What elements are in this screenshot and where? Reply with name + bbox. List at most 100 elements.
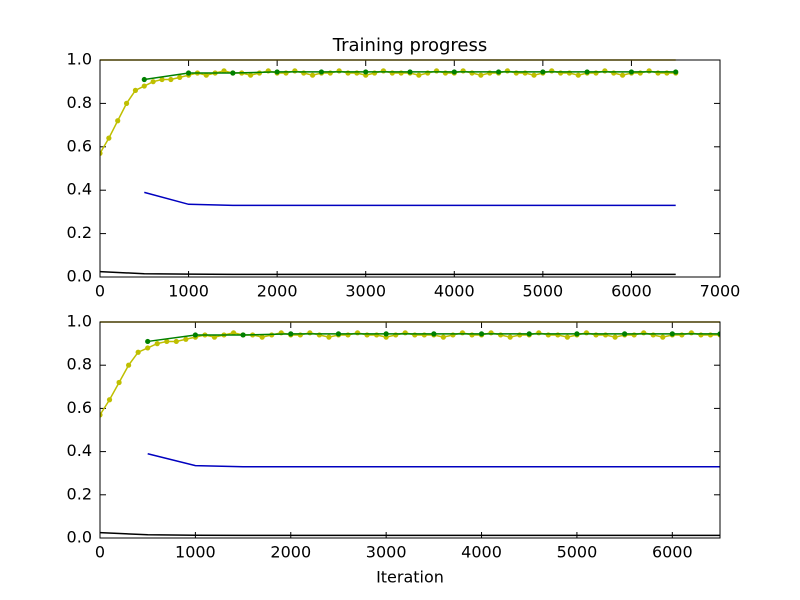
- point: [478, 72, 484, 78]
- point: [106, 397, 113, 403]
- point: [259, 334, 265, 340]
- x-tick-label: 3000: [345, 282, 386, 301]
- y-tick-label: 0.4: [67, 441, 92, 460]
- point: [145, 345, 151, 351]
- point: [584, 69, 590, 75]
- point: [240, 332, 246, 338]
- point: [126, 362, 132, 368]
- series-line: [147, 453, 720, 468]
- x-tick-label: 2000: [257, 282, 298, 301]
- y-tick-label: 0.2: [67, 223, 92, 242]
- point: [211, 334, 218, 340]
- x-tick-label: 3000: [366, 543, 407, 562]
- point: [717, 331, 720, 337]
- axes-frame: [99, 59, 721, 278]
- x-tick-label: 6000: [652, 543, 693, 562]
- point: [123, 100, 130, 106]
- point: [135, 349, 141, 355]
- point: [507, 334, 513, 340]
- point: [575, 72, 581, 78]
- point: [451, 69, 457, 75]
- point: [440, 334, 446, 340]
- point: [100, 150, 103, 156]
- point: [326, 334, 332, 340]
- point: [335, 331, 342, 337]
- y-tick-label: 0.0: [67, 267, 92, 286]
- point: [407, 69, 413, 75]
- point: [177, 74, 183, 80]
- y-tick-label: 0.8: [67, 93, 92, 112]
- x-tick-label: 0: [95, 282, 105, 301]
- point: [185, 70, 192, 76]
- y-tick-label: 0.6: [67, 398, 92, 417]
- y-tick-label: 1.0: [67, 312, 92, 331]
- point: [115, 118, 121, 124]
- point: [526, 331, 532, 337]
- x-axis-label: Iteration: [376, 568, 444, 587]
- point: [154, 341, 160, 347]
- point: [628, 69, 635, 75]
- point: [141, 83, 147, 89]
- point: [540, 69, 546, 75]
- x-tick-label: 4000: [434, 282, 475, 301]
- point: [159, 76, 165, 83]
- y-tick-label: 0.8: [67, 355, 92, 374]
- point: [564, 334, 570, 340]
- point: [203, 72, 209, 78]
- x-tick-label: 5000: [557, 543, 598, 562]
- point: [247, 72, 254, 78]
- point: [431, 331, 437, 337]
- point: [288, 331, 294, 337]
- point: [416, 72, 422, 78]
- point: [145, 338, 151, 345]
- point: [622, 331, 628, 337]
- y-tick-label: 1.0: [67, 50, 92, 69]
- point: [192, 332, 198, 338]
- series-line: [100, 531, 720, 537]
- point: [230, 330, 237, 336]
- point: [230, 70, 236, 76]
- point: [221, 68, 227, 74]
- x-tick-label: 7000: [700, 282, 741, 301]
- point: [106, 135, 112, 141]
- point: [574, 331, 580, 337]
- point: [309, 72, 316, 78]
- point: [531, 72, 537, 78]
- x-tick-label: 5000: [522, 282, 563, 301]
- x-tick-label: 1000: [168, 282, 209, 301]
- point: [168, 76, 174, 83]
- point: [669, 331, 675, 337]
- point: [141, 76, 147, 83]
- point: [619, 72, 626, 78]
- y-tick-label: 0.4: [67, 180, 92, 199]
- point: [274, 69, 280, 75]
- chart-title: Training progress: [332, 35, 487, 56]
- y-tick-label: 0.6: [67, 136, 92, 155]
- x-tick-label: 4000: [461, 543, 502, 562]
- series-line: [144, 191, 676, 207]
- point: [673, 69, 679, 75]
- x-tick-label: 6000: [611, 282, 652, 301]
- point: [612, 334, 618, 340]
- point: [478, 331, 485, 337]
- point: [100, 412, 103, 418]
- point: [183, 336, 189, 342]
- x-tick-label: 1000: [175, 543, 216, 562]
- series-line: [100, 270, 676, 276]
- axes-frame: [99, 321, 721, 539]
- point: [363, 69, 369, 75]
- point: [132, 87, 139, 93]
- point: [164, 338, 170, 345]
- y-tick-label: 0.0: [67, 528, 92, 547]
- point: [116, 379, 122, 386]
- point: [150, 79, 156, 85]
- x-tick-label: 0: [95, 543, 105, 562]
- point: [318, 69, 325, 75]
- point: [660, 334, 666, 340]
- y-tick-label: 0.2: [67, 484, 92, 503]
- point: [383, 331, 389, 337]
- point: [495, 69, 502, 75]
- x-tick-label: 2000: [270, 543, 311, 562]
